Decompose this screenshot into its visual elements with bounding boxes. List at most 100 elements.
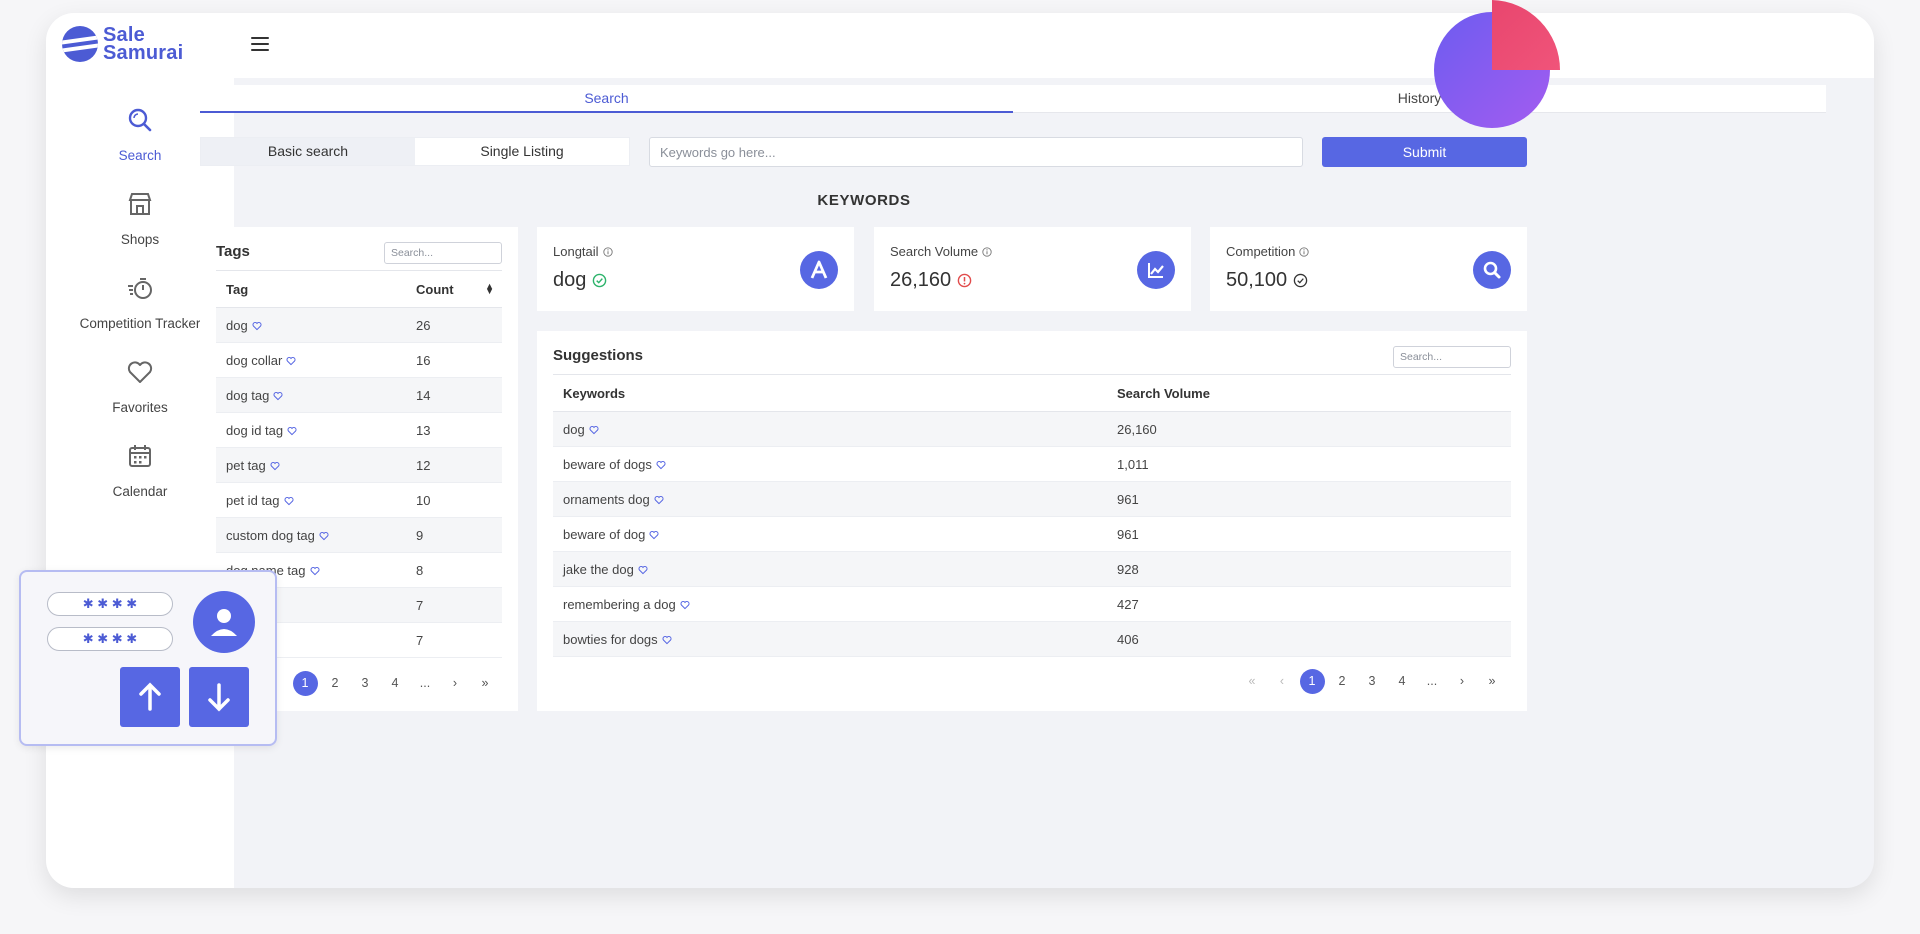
page-button[interactable]: 3 (1368, 674, 1376, 688)
keyword-cell[interactable]: bowties for dogs (553, 621, 1107, 657)
sidebar-item-competition-tracker[interactable]: Competition Tracker (46, 266, 234, 346)
basic-search-button[interactable]: Basic search (201, 138, 415, 165)
arrow-up-icon (139, 682, 161, 711)
search-icon (1473, 251, 1511, 289)
page-button[interactable]: 4 (1398, 674, 1406, 688)
favorite-heart-icon[interactable] (656, 460, 666, 470)
tag-cell[interactable]: dog id tag (216, 412, 406, 448)
page-button[interactable]: ‹ (1279, 674, 1285, 688)
arrow-up-button[interactable] (120, 667, 180, 727)
login-illustration: ✱ ✱ ✱ ✱ ✱ ✱ ✱ ✱ (19, 570, 277, 746)
count-cell: 10 (406, 482, 502, 518)
tag-cell[interactable]: pet id tag (216, 482, 406, 518)
favorite-heart-icon[interactable] (273, 391, 283, 401)
page-button[interactable]: « (1248, 674, 1256, 688)
page-button[interactable]: 2 (1338, 674, 1346, 688)
sidebar-item-label: Calendar (112, 484, 168, 499)
favorite-heart-icon[interactable] (286, 356, 296, 366)
heart-icon (127, 361, 153, 383)
brand-logo[interactable]: Sale Samurai (62, 25, 183, 63)
password-field[interactable]: ✱ ✱ ✱ ✱ (47, 592, 173, 616)
info-icon[interactable] (1299, 246, 1310, 257)
section-title: KEYWORDS (817, 192, 911, 209)
stat-value: 26,160 (890, 269, 952, 291)
info-icon[interactable] (602, 246, 613, 257)
stat-label: Competition (1226, 244, 1296, 259)
favorite-heart-icon[interactable] (319, 531, 329, 541)
page-button[interactable]: 3 (361, 676, 369, 690)
keyword-cell[interactable]: beware of dogs (553, 446, 1107, 482)
hamburger-menu-icon[interactable] (251, 35, 269, 53)
favorite-heart-icon[interactable] (252, 321, 262, 331)
longtail-card: Longtail dog (537, 227, 854, 311)
tag-cell[interactable]: pet tag (216, 447, 406, 483)
keyword-cell[interactable]: beware of dog (553, 516, 1107, 552)
page-button[interactable]: ... (1426, 674, 1438, 688)
page-button[interactable]: ... (419, 676, 431, 690)
arrow-down-button[interactable] (189, 667, 249, 727)
search-volume-cell: 1,011 (1107, 446, 1511, 482)
page-button[interactable]: › (452, 676, 458, 690)
sidebar-item-calendar[interactable]: Calendar (46, 434, 234, 514)
favorite-heart-icon[interactable] (680, 600, 690, 610)
column-header-tag[interactable]: Tag (216, 270, 406, 308)
count-cell: 16 (406, 342, 502, 378)
page-button[interactable]: » (1488, 674, 1496, 688)
favorite-heart-icon[interactable] (310, 566, 320, 576)
shop-icon (128, 193, 152, 215)
sidebar-item-shops[interactable]: Shops (46, 182, 234, 262)
keyword-cell[interactable]: ornaments dog (553, 481, 1107, 517)
table-row: dog tag 14 (216, 377, 502, 413)
sidebar-item-search[interactable]: Search (46, 98, 234, 178)
page-button[interactable]: » (481, 676, 489, 690)
competition-card: Competition 50,100 (1210, 227, 1527, 311)
favorite-heart-icon[interactable] (270, 461, 280, 471)
top-bar: Sale Samurai (46, 13, 1874, 78)
info-icon[interactable] (982, 246, 992, 257)
tab-search[interactable]: Search (200, 85, 1013, 113)
page-button[interactable]: 4 (391, 676, 399, 690)
favorite-heart-icon[interactable] (649, 530, 659, 540)
table-row: dog id tag 13 (216, 412, 502, 448)
page-button-current[interactable]: 1 (1297, 669, 1327, 694)
page-button[interactable]: 2 (331, 676, 339, 690)
keyword-cell[interactable]: dog (553, 411, 1107, 447)
suggestions-search-input[interactable] (1393, 346, 1511, 368)
sort-icon[interactable]: ▲ ▼ (485, 281, 494, 296)
submit-button[interactable]: Submit (1322, 137, 1527, 167)
count-cell: 26 (406, 307, 502, 343)
favorite-heart-icon[interactable] (589, 425, 599, 435)
page-button-current[interactable]: 1 (290, 671, 320, 696)
favorite-heart-icon[interactable] (638, 565, 648, 575)
warning-circle-icon (957, 273, 972, 288)
arrow-down-icon (208, 683, 230, 712)
search-volume-cell: 961 (1107, 481, 1511, 517)
search-volume-card: Search Volume 26,160 (874, 227, 1191, 311)
tag-cell[interactable]: dog (216, 307, 406, 343)
password-field[interactable]: ✱ ✱ ✱ ✱ (47, 627, 173, 651)
tag-cell[interactable]: custom dog tag (216, 517, 406, 553)
page-button[interactable]: › (1459, 674, 1465, 688)
tag-cell[interactable]: dog collar (216, 342, 406, 378)
tab-history[interactable]: History (1013, 85, 1826, 113)
tag-cell[interactable]: dog tag (216, 377, 406, 413)
suggestions-table: Keywords Search Volume dog 26,160 beware o… (553, 374, 1511, 657)
table-row: dog 26 (216, 307, 502, 343)
favorite-heart-icon[interactable] (654, 495, 664, 505)
column-header-search-volume[interactable]: Search Volume (1107, 374, 1511, 412)
search-icon (128, 108, 152, 132)
letter-a-icon (800, 251, 838, 289)
favorite-heart-icon[interactable] (662, 635, 672, 645)
favorite-heart-icon[interactable] (287, 426, 297, 436)
sidebar-item-label: Shops (120, 232, 160, 247)
keyword-cell[interactable]: jake the dog (553, 551, 1107, 587)
stat-label: Longtail (553, 244, 599, 259)
column-header-keywords[interactable]: Keywords (553, 374, 1107, 412)
tags-search-input[interactable] (384, 242, 502, 264)
column-header-count[interactable]: Count ▲ ▼ (406, 270, 502, 308)
single-listing-button[interactable]: Single Listing (480, 143, 564, 159)
sidebar-item-favorites[interactable]: Favorites (46, 350, 234, 430)
keywords-input[interactable] (649, 137, 1303, 167)
favorite-heart-icon[interactable] (283, 496, 294, 506)
keyword-cell[interactable]: remembering a dog (553, 586, 1107, 622)
